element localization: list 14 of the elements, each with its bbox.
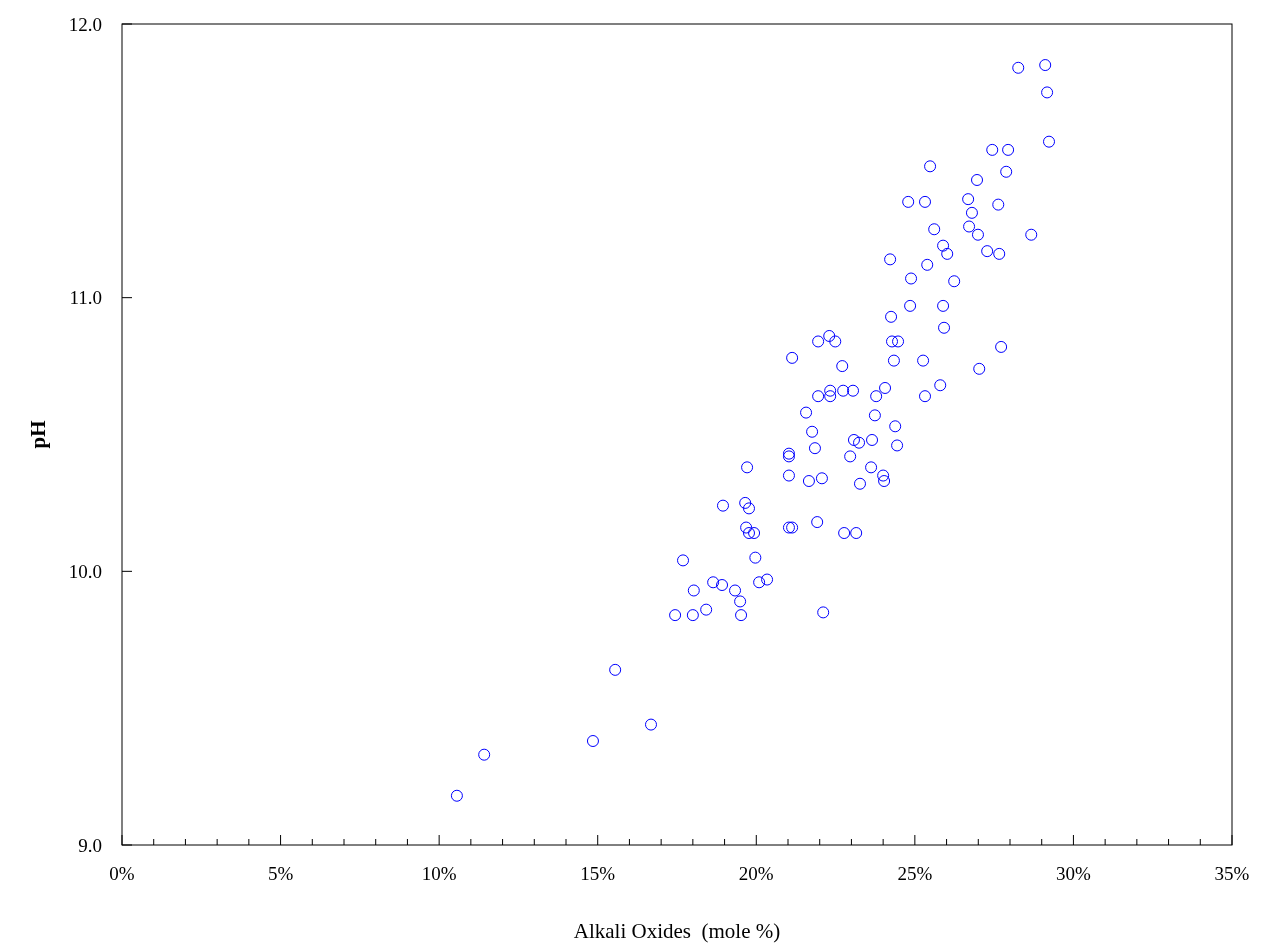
x-tick-label: 0%	[109, 863, 135, 884]
y-axis-title: pH	[26, 420, 50, 449]
x-tick-label: 5%	[267, 863, 294, 884]
y-tick-label: 9.0	[78, 834, 102, 856]
x-tick-label: 35%	[1214, 863, 1250, 884]
x-tick-label: 15%	[580, 863, 616, 884]
x-tick-label: 25%	[897, 863, 933, 884]
x-tick-label: 30%	[1056, 863, 1092, 884]
x-tick-label: 10%	[421, 863, 457, 884]
y-tick-label: 12.0	[68, 13, 102, 35]
y-tick-label: 10.0	[68, 560, 102, 582]
y-tick-label: 11.0	[69, 287, 102, 309]
x-tick-label: 20%	[738, 863, 774, 884]
x-axis-title: Alkali Oxides (mole %)	[573, 919, 781, 943]
